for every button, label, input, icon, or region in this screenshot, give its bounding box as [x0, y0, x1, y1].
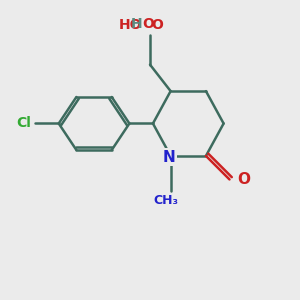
Text: N: N: [163, 150, 175, 165]
Text: N: N: [163, 150, 175, 165]
Text: HO: HO: [118, 18, 142, 32]
Text: Cl: Cl: [16, 116, 31, 130]
Text: O: O: [237, 172, 250, 187]
Text: O: O: [152, 18, 163, 32]
Text: Cl: Cl: [16, 116, 31, 130]
Text: O: O: [237, 172, 250, 187]
Text: H: H: [131, 17, 142, 31]
Text: CH₃: CH₃: [154, 194, 179, 207]
Text: O: O: [142, 17, 154, 31]
Text: H: H: [128, 18, 140, 32]
